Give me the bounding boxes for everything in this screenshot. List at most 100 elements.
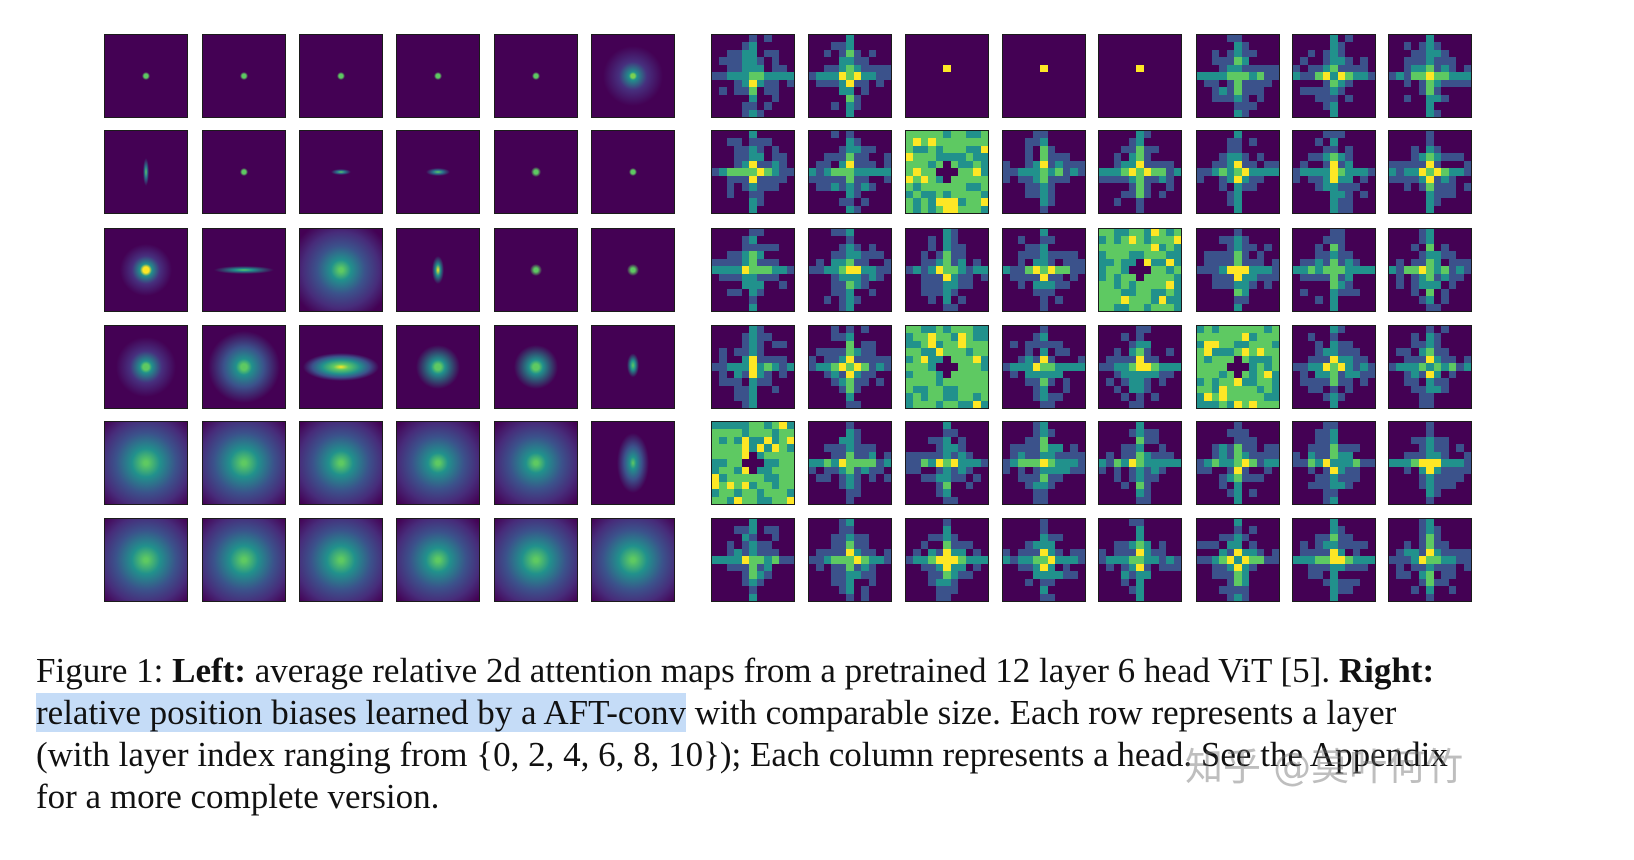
aft-conv-bias-layer0-head6	[1292, 34, 1376, 118]
vit-attention-map-layer10-head0	[104, 518, 188, 602]
bias-map-image	[1099, 422, 1181, 504]
attention-map-image	[495, 422, 577, 504]
caption-line-2: relative position biases learned by a AF…	[36, 692, 1616, 734]
bias-map-image	[809, 131, 891, 213]
bias-map-image	[906, 131, 988, 213]
aft-conv-bias-layer8-head6	[1292, 421, 1376, 505]
attention-map-image	[495, 519, 577, 601]
vit-attention-map-layer8-head2	[299, 421, 383, 505]
bias-map-image	[1099, 229, 1181, 311]
bias-map-image	[1389, 326, 1471, 408]
vit-attention-map-layer8-head4	[494, 421, 578, 505]
vit-attention-map-layer4-head4	[494, 228, 578, 312]
aft-conv-bias-layer2-head7	[1388, 130, 1472, 214]
vit-attention-map-layer8-head5	[591, 421, 675, 505]
attention-map-image	[495, 229, 577, 311]
vit-attention-map-layer4-head0	[104, 228, 188, 312]
bias-map-image	[1293, 131, 1375, 213]
bias-map-image	[906, 326, 988, 408]
figure-1	[104, 34, 1472, 602]
bias-map-image	[1293, 35, 1375, 117]
attention-map-image	[397, 131, 479, 213]
vit-attention-map-layer0-head3	[396, 34, 480, 118]
aft-conv-bias-layer4-head5	[1196, 228, 1280, 312]
aft-conv-bias-layer8-head4	[1098, 421, 1182, 505]
aft-conv-bias-layer2-head3	[1002, 130, 1086, 214]
bias-map-image	[1197, 422, 1279, 504]
vit-attention-map-layer2-head1	[202, 130, 286, 214]
aft-conv-bias-layer0-head0	[711, 34, 795, 118]
attention-map-image	[592, 35, 674, 117]
attention-map-image	[592, 519, 674, 601]
vit-attention-map-layer2-head0	[104, 130, 188, 214]
attention-map-image	[300, 131, 382, 213]
caption-left-label: Left:	[172, 651, 246, 690]
aft-conv-bias-layer6-head4	[1098, 325, 1182, 409]
bias-map-image	[1389, 519, 1471, 601]
vit-attention-map-layer4-head5	[591, 228, 675, 312]
vit-attention-map-layer10-head5	[591, 518, 675, 602]
aft-conv-bias-layer10-head1	[808, 518, 892, 602]
caption-line-3: (with layer index ranging from {0, 2, 4,…	[36, 735, 1448, 774]
attention-map-image	[397, 35, 479, 117]
aft-conv-bias-layer10-head0	[711, 518, 795, 602]
aft-conv-bias-layer0-head4	[1098, 34, 1182, 118]
vit-attention-map-layer0-head5	[591, 34, 675, 118]
aft-conv-bias-layer2-head5	[1196, 130, 1280, 214]
attention-map-image	[203, 35, 285, 117]
vit-attention-map-layer4-head1	[202, 228, 286, 312]
aft-conv-bias-layer10-head2	[905, 518, 989, 602]
aft-conv-bias-layer4-head0	[711, 228, 795, 312]
attention-map-image	[397, 422, 479, 504]
attention-map-image	[203, 131, 285, 213]
attention-map-image	[105, 422, 187, 504]
aft-conv-bias-layer6-head5	[1196, 325, 1280, 409]
attention-map-image	[592, 229, 674, 311]
attention-map-image	[300, 519, 382, 601]
vit-attention-map-layer6-head0	[104, 325, 188, 409]
caption-left-description: average relative 2d attention maps from …	[245, 651, 1339, 690]
aft-conv-bias-layer0-head5	[1196, 34, 1280, 118]
attention-map-image	[495, 35, 577, 117]
aft-conv-bias-layer10-head7	[1388, 518, 1472, 602]
bias-map-image	[906, 422, 988, 504]
bias-map-image	[809, 519, 891, 601]
vit-attention-map-layer2-head2	[299, 130, 383, 214]
attention-map-image	[397, 326, 479, 408]
caption-highlighted-text[interactable]: relative position biases learned by a AF…	[36, 693, 686, 732]
aft-conv-bias-layer8-head3	[1002, 421, 1086, 505]
vit-attention-map-layer10-head4	[494, 518, 578, 602]
aft-conv-bias-layer0-head7	[1388, 34, 1472, 118]
bias-map-image	[1099, 35, 1181, 117]
vit-attention-map-layer8-head3	[396, 421, 480, 505]
aft-conv-bias-layer6-head3	[1002, 325, 1086, 409]
vit-attention-map-layer6-head1	[202, 325, 286, 409]
aft-conv-bias-layer4-head2	[905, 228, 989, 312]
vit-attention-map-layer0-head2	[299, 34, 383, 118]
vit-attention-map-layer8-head1	[202, 421, 286, 505]
attention-map-image	[592, 326, 674, 408]
attention-map-image	[495, 131, 577, 213]
bias-map-image	[1099, 326, 1181, 408]
vit-attention-map-layer0-head4	[494, 34, 578, 118]
bias-map-image	[712, 326, 794, 408]
vit-attention-map-layer6-head2	[299, 325, 383, 409]
aft-conv-bias-layer2-head2	[905, 130, 989, 214]
attention-map-image	[105, 229, 187, 311]
bias-map-image	[712, 519, 794, 601]
bias-map-image	[1003, 422, 1085, 504]
bias-map-image	[712, 131, 794, 213]
aft-conv-bias-layer10-head4	[1098, 518, 1182, 602]
aft-conv-bias-layer0-head3	[1002, 34, 1086, 118]
attention-map-image	[300, 326, 382, 408]
aft-conv-bias-layer8-head1	[808, 421, 892, 505]
aft-conv-bias-layer6-head7	[1388, 325, 1472, 409]
attention-map-image	[397, 519, 479, 601]
aft-conv-bias-layer4-head6	[1292, 228, 1376, 312]
bias-map-image	[1197, 519, 1279, 601]
aft-conv-bias-layer2-head4	[1098, 130, 1182, 214]
aft-conv-bias-layer6-head0	[711, 325, 795, 409]
attention-map-image	[105, 35, 187, 117]
attention-map-image	[592, 422, 674, 504]
aft-conv-bias-layer4-head1	[808, 228, 892, 312]
